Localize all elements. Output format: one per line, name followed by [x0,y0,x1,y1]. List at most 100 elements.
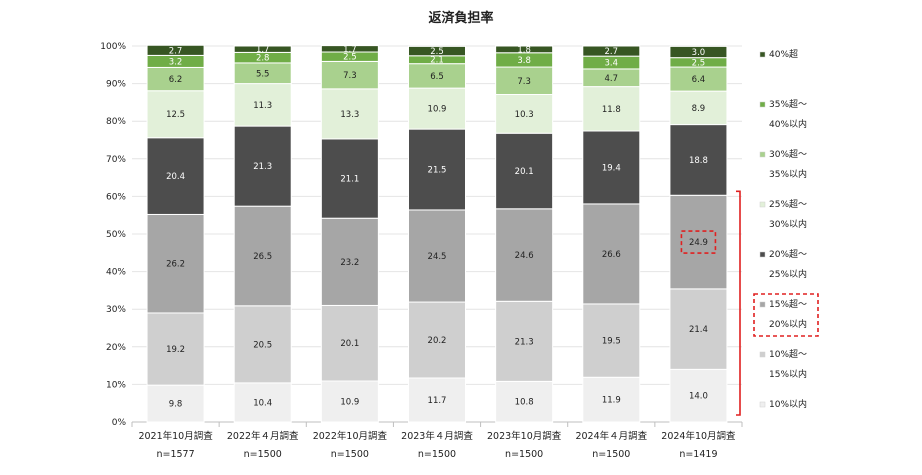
legend-label: 25%以内 [769,268,807,280]
legend-swatch [759,151,766,158]
y-tick-label: 70% [106,155,126,165]
data-label: 2.1 [430,56,444,66]
data-label: 24.5 [428,252,447,262]
bars: 9.819.226.220.412.56.23.22.710.420.526.5… [146,44,728,423]
bar-segment [146,137,205,215]
legend-item: 10%超～ 15%以内 [759,348,807,380]
data-label: 9.8 [169,400,183,410]
data-label: 20.1 [515,167,534,177]
data-label: 10.9 [340,398,359,408]
data-label: 21.3 [515,337,534,347]
bar-segment [408,128,466,211]
data-label: 10.9 [428,105,447,115]
bar-segment [320,60,379,90]
sample-size-label: n=1500 [331,449,369,460]
bar-segment [582,45,641,57]
data-label: 6.5 [430,72,444,82]
bar-segment [582,130,641,205]
bar-stack: 10.4 20.5 26.5 21.3 11.3 5.5 2.81.7 [233,45,292,423]
data-label: 11.7 [428,396,447,406]
highlight-bracket [736,190,741,416]
data-label: 19.5 [602,337,621,347]
data-label: 11.3 [253,101,272,111]
legend-swatch [759,51,766,58]
data-label: 3.8 [517,56,531,66]
data-label: 7.3 [517,77,531,87]
y-tick-label: 10% [106,380,126,390]
legend-label: 15%超～ [769,298,807,310]
y-tick-label: 90% [106,80,126,90]
bar-segment [146,384,205,423]
data-label: 6.4 [692,75,706,85]
category-label: 2022年10月調査 [313,430,388,442]
data-label: 20.5 [253,340,272,350]
data-label: 6.2 [169,75,183,85]
bar-segment [146,213,205,314]
sample-size-label: n=1500 [244,449,282,460]
category-label: 2021年10月調査 [138,430,213,442]
category-label: 2022年４月調査 [227,430,299,442]
bar-segment [495,132,554,210]
data-label: 2.7 [169,46,183,56]
bar-stack: 10.8 21.3 24.6 20.1 10.3 7.3 3.81.8 [495,45,554,423]
data-label: 14.0 [689,392,708,402]
data-label: 20.1 [340,339,359,349]
bar-segment [495,300,554,382]
data-label: 2.7 [605,47,619,57]
legend-label: 20%以内 [769,318,807,330]
data-label: 1.7 [343,45,357,55]
data-label: 3.0 [692,48,706,58]
bar-segment [320,217,379,306]
bar-stack: 14.0 21.4 24.9 18.8 8.9 6.4 2.53.0 [669,45,728,423]
data-label: 21.3 [253,162,272,172]
legend-swatch [759,401,766,408]
bar-segment [320,88,379,140]
bar-segment [320,138,379,219]
legend-label: 35%超～ [769,98,807,110]
data-label: 2.5 [343,53,357,63]
bar-segment [669,90,728,126]
highlights [680,190,819,416]
data-label: 21.1 [340,175,359,185]
y-tick-label: 80% [106,117,126,127]
data-label: 2.8 [256,54,270,64]
data-label: 10.4 [253,398,272,408]
legend-swatch [759,201,766,208]
legend-label: 10%超～ [769,348,807,360]
bar-segment [408,301,466,379]
data-label: 11.9 [602,396,621,406]
data-label: 20.4 [166,172,185,182]
sample-size-label: n=1419 [679,449,717,460]
data-label: 10.8 [515,398,534,408]
legend-item: 40%超 [759,48,798,60]
bar-segment [408,63,466,89]
data-label: 7.3 [343,71,357,81]
sample-size-label: n=1500 [505,449,543,460]
bar-segment [408,45,466,57]
highlight-box-value [680,230,717,254]
legend-label: 20%超～ [769,248,807,260]
data-label: 1.7 [256,45,270,55]
bar-segment [582,303,641,378]
data-label: 2.5 [692,58,706,68]
data-label: 26.2 [166,260,185,270]
chart-title: 返済負担率 [428,10,493,26]
category-label: 2023年４月調査 [401,430,473,442]
bar-segment [146,90,205,139]
legend-label: 35%以内 [769,168,807,180]
bar-segment [146,44,205,56]
data-label: 20.2 [428,336,447,346]
y-tick-label: 20% [106,343,126,353]
bar-segment [582,86,641,132]
data-label: 2.5 [430,47,444,57]
bar-segment [582,376,641,423]
data-label: 11.8 [602,105,621,115]
bar-segment [495,45,554,54]
data-label: 8.9 [692,104,706,114]
data-label: 21.4 [689,325,708,335]
y-tick-label: 50% [106,230,126,240]
legend-swatch [759,251,766,258]
legend-item: 20%超～ 25%以内 [759,248,807,280]
legend: 40%超35%超～40%以内30%超～35%以内25%超～30%以内20%超～2… [759,48,807,410]
